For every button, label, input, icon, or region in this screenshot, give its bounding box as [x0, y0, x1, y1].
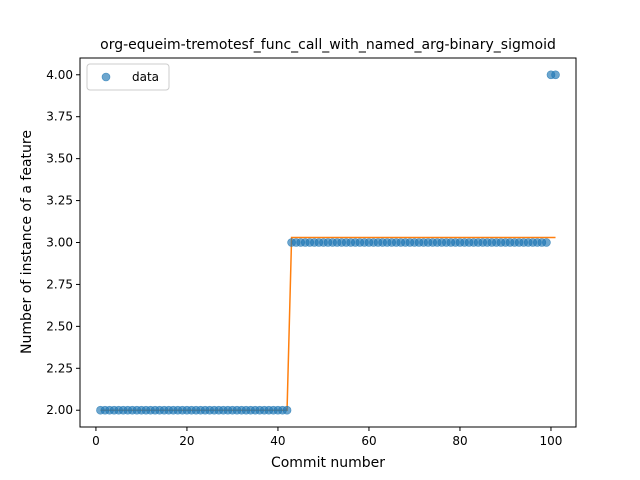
x-tick-label: 100: [540, 434, 563, 448]
data-point: [551, 70, 560, 80]
x-tick-label: 60: [361, 434, 376, 448]
data-point: [542, 238, 551, 247]
y-tick-label: 3.75: [46, 110, 73, 124]
y-tick-label: 3.50: [46, 152, 73, 166]
y-tick-label: 3.25: [46, 194, 73, 208]
y-tick-label: 3.00: [46, 236, 73, 250]
y-axis-label: Number of instance of a feature: [19, 130, 35, 354]
x-tick-label: 40: [270, 434, 285, 448]
x-axis-label: Commit number: [271, 455, 385, 471]
y-tick-label: 2.50: [46, 319, 73, 333]
legend: data: [86, 63, 170, 91]
legend-label: data: [132, 70, 159, 84]
fit-line: [100, 236, 556, 411]
y-tick-label: 2.75: [46, 277, 73, 291]
chart-title: org-equeim-tremotesf_func_call_with_name…: [100, 37, 556, 53]
x-tick-label: 80: [452, 434, 467, 448]
data-point: [282, 405, 292, 415]
y-tick-label: 4.00: [46, 68, 73, 82]
legend-box: [86, 63, 170, 91]
x-tick-label: 0: [92, 434, 100, 448]
y-tick-label: 2.00: [46, 403, 73, 417]
x-tick-label: 20: [179, 434, 194, 448]
plot-area: 0 20 40 60 80 100 2.00 2.25 2.50 2.75 3.00 3.25 3.50…: [46, 57, 577, 448]
legend-marker: [101, 72, 111, 82]
y-tick-label: 2.25: [46, 361, 73, 375]
